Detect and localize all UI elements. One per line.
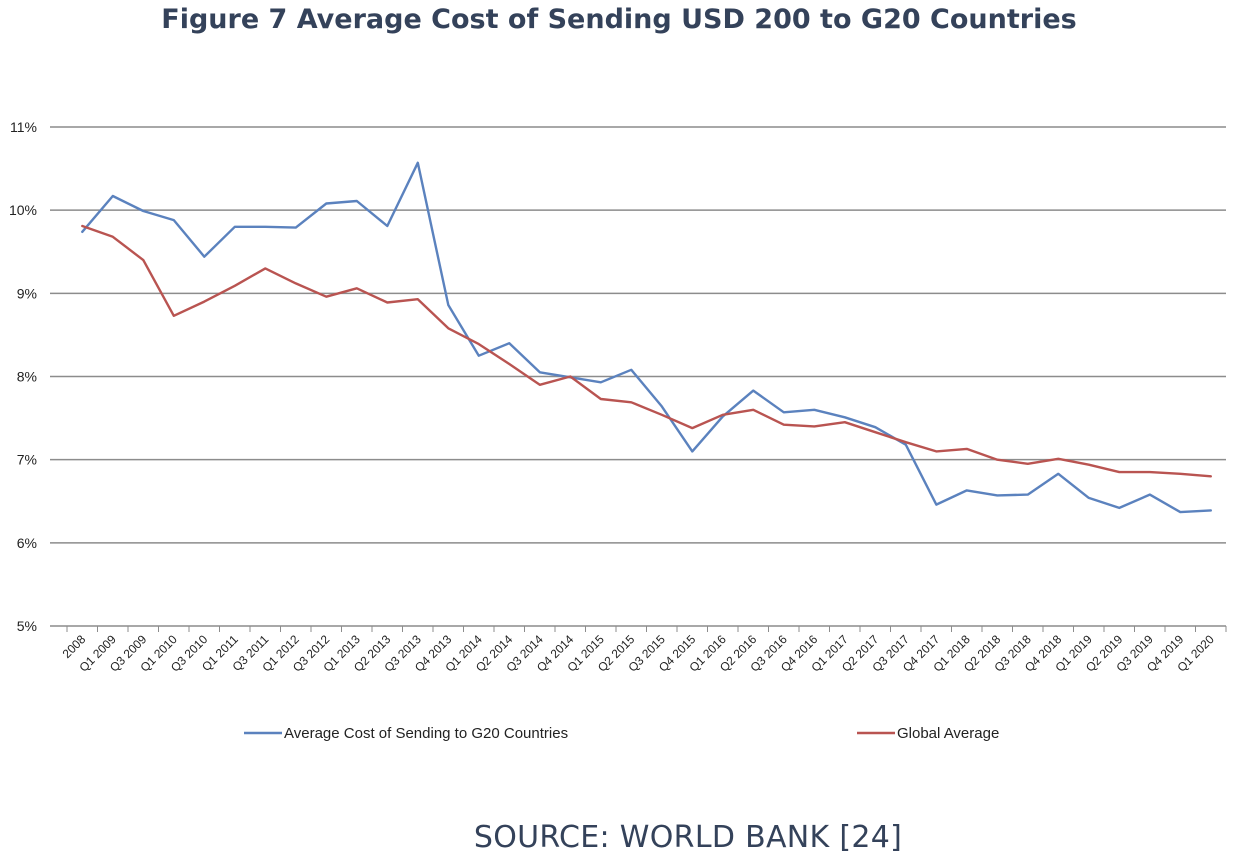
- y-tick-label: 6%: [17, 535, 37, 551]
- series-line-1: [81, 161, 1213, 514]
- y-tick-label: 10%: [9, 202, 37, 218]
- y-tick-label: 9%: [17, 285, 37, 301]
- legend-label: Average Cost of Sending to G20 Countries: [284, 725, 568, 742]
- source-caption: SOURCE: WORLD BANK [24]: [473, 820, 903, 855]
- series-line-2: [81, 224, 1213, 478]
- y-tick-label: 7%: [17, 452, 37, 468]
- y-tick-label: 8%: [17, 369, 37, 385]
- series-lines: [81, 161, 1213, 514]
- legend-label: Global Average: [897, 725, 999, 742]
- y-tick-label: 11%: [10, 119, 37, 135]
- legend: Average Cost of Sending to G20 Countries…: [244, 725, 999, 742]
- gridlines: [50, 126, 1226, 627]
- figure-title: Figure 7 Average Cost of Sending USD 200…: [161, 4, 1077, 35]
- y-axis-ticks: 5% 6% 7% 8% 9% 10% 11%: [9, 119, 37, 634]
- y-tick-label: 5%: [17, 618, 37, 634]
